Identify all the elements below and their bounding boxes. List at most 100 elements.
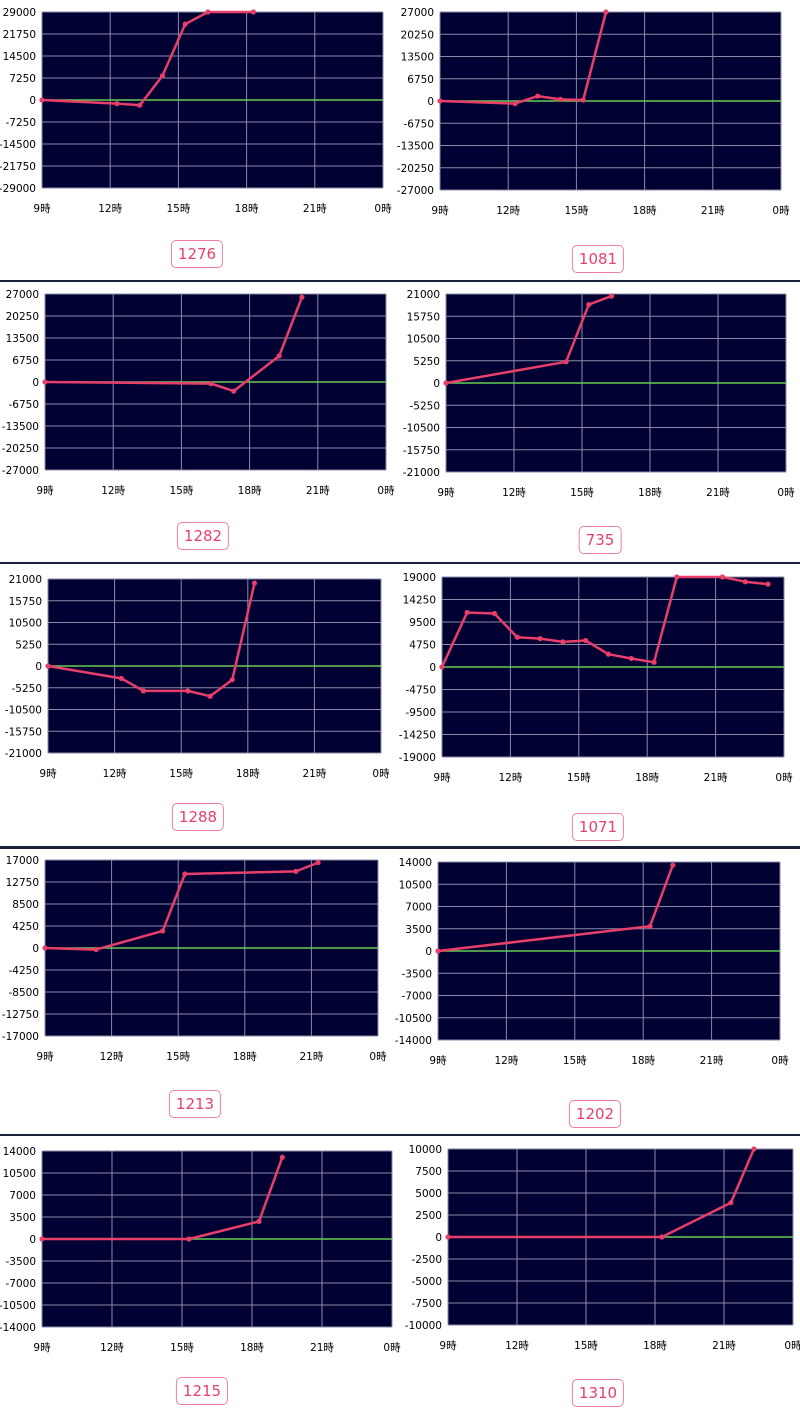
y-tick-label: 12750 — [6, 877, 39, 889]
y-tick-label: 10500 — [407, 334, 440, 346]
x-tick-label: 12時 — [498, 772, 522, 784]
data-point — [160, 928, 166, 934]
y-tick-label: -3500 — [401, 968, 432, 980]
data-point — [250, 9, 257, 15]
x-tick-label: 21時 — [712, 1340, 736, 1352]
x-tick-label: 15時 — [564, 205, 588, 217]
data-point — [514, 634, 520, 640]
y-tick-label: -7000 — [401, 991, 432, 1003]
y-tick-label: 7000 — [405, 902, 432, 914]
data-point — [608, 293, 615, 299]
chart-label: 1276 — [170, 240, 224, 268]
data-point — [205, 9, 211, 15]
y-tick-label: 0 — [32, 943, 39, 955]
data-point — [185, 688, 191, 694]
x-tick-label: 0時 — [377, 485, 395, 497]
y-tick-label: -21000 — [5, 748, 42, 760]
y-tick-label: -29000 — [0, 183, 36, 195]
data-point — [39, 97, 45, 103]
x-tick-label: 12時 — [100, 1342, 124, 1354]
data-point — [137, 102, 143, 108]
chart-panel-1276: 29000 21750 14500 7250 0 -7250 -14500 -21750 -29… — [0, 0, 395, 280]
y-tick-label: -5250 — [11, 683, 42, 695]
row-divider — [0, 846, 800, 849]
x-tick-label: 15時 — [574, 1340, 598, 1352]
chart-svg: 19000 14250 9500 4750 0 -4750 -9500 -14250 -1900… — [399, 572, 793, 784]
chart-panel-1202: 14000 10500 7000 3500 0 -3500 -7000 -10500 -1400… — [390, 850, 800, 1135]
y-tick-label: 14250 — [403, 595, 436, 607]
data-point — [651, 659, 657, 665]
data-point — [445, 1234, 451, 1240]
data-point — [512, 101, 518, 107]
chart-svg: 27000 20250 13500 6750 0 -6750 -13500 -20250 -27… — [2, 289, 395, 497]
x-tick-label: 18時 — [631, 1055, 655, 1067]
y-tick-label: -27000 — [397, 185, 434, 197]
y-tick-label: -6750 — [403, 118, 434, 130]
x-tick-label: 21時 — [299, 1051, 323, 1063]
x-tick-label: 21時 — [310, 1342, 334, 1354]
y-tick-label: 4750 — [409, 640, 436, 652]
data-point — [751, 1146, 757, 1152]
y-tick-label: 20250 — [6, 311, 39, 323]
data-point — [182, 21, 188, 27]
y-tick-label: 0 — [35, 661, 42, 673]
y-tick-label: -10500 — [5, 705, 42, 717]
x-tick-label: 15時 — [567, 772, 591, 784]
x-tick-label: 21時 — [706, 487, 730, 499]
y-tick-label: -21000 — [403, 467, 440, 479]
x-tick-label: 9時 — [433, 772, 451, 784]
data-point — [557, 96, 564, 102]
row-divider — [0, 1134, 800, 1136]
data-point — [39, 1236, 45, 1242]
x-tick-label: 12時 — [496, 205, 520, 217]
x-tick-label: 9時 — [439, 1340, 457, 1352]
data-point — [93, 946, 99, 953]
chart-label: 1081 — [571, 245, 625, 273]
data-point — [628, 655, 634, 662]
data-point — [231, 388, 237, 394]
y-tick-label: -20250 — [397, 163, 434, 175]
x-tick-label: 21時 — [700, 1055, 724, 1067]
y-tick-label: 0 — [427, 96, 434, 108]
y-tick-label: 15750 — [9, 596, 42, 608]
series-line — [44, 861, 319, 951]
series-line — [42, 1156, 284, 1241]
data-point — [464, 609, 470, 616]
y-tick-label: 0 — [29, 1234, 36, 1246]
x-tick-label: 12時 — [100, 1051, 124, 1063]
y-tick-label: 13500 — [401, 52, 434, 64]
y-tick-label: 7250 — [9, 73, 36, 85]
y-tick-label: 0 — [425, 946, 432, 958]
y-tick-label: 7500 — [415, 1166, 442, 1178]
y-tick-label: 27000 — [401, 7, 434, 19]
data-point — [118, 675, 124, 682]
y-tick-label: 19000 — [403, 572, 436, 584]
x-tick-label: 21時 — [701, 205, 725, 217]
data-point — [293, 868, 299, 874]
y-tick-label: -13500 — [2, 421, 39, 433]
x-tick-label: 12時 — [101, 485, 125, 497]
y-tick-label: -4750 — [405, 685, 436, 697]
data-point — [674, 574, 680, 580]
data-point — [728, 1200, 734, 1206]
y-tick-label: 17000 — [6, 855, 39, 867]
y-tick-label: 5250 — [413, 356, 440, 368]
chart-svg: 17000 12750 8500 4250 0 -4250 -8500 -12750 -1700… — [2, 855, 387, 1063]
y-tick-label: 14000 — [3, 1146, 36, 1158]
x-tick-label: 18時 — [643, 1340, 667, 1352]
y-tick-label: 5250 — [15, 639, 42, 651]
x-tick-label: 15時 — [563, 1055, 587, 1067]
x-tick-label: 0時 — [374, 203, 392, 215]
y-tick-label: 0 — [429, 662, 436, 674]
data-point — [563, 359, 569, 365]
data-point — [256, 1218, 262, 1224]
chart-svg: 21000 15750 10500 5250 0 -5250 -10500 -15750 -21… — [403, 289, 795, 499]
data-point — [437, 98, 443, 104]
data-point — [207, 693, 213, 699]
data-point — [580, 97, 586, 103]
data-point — [765, 581, 771, 587]
x-tick-label: 9時 — [437, 487, 455, 499]
data-point — [186, 1236, 192, 1242]
y-tick-label: 14000 — [399, 857, 432, 869]
y-tick-label: 10000 — [409, 1144, 442, 1156]
